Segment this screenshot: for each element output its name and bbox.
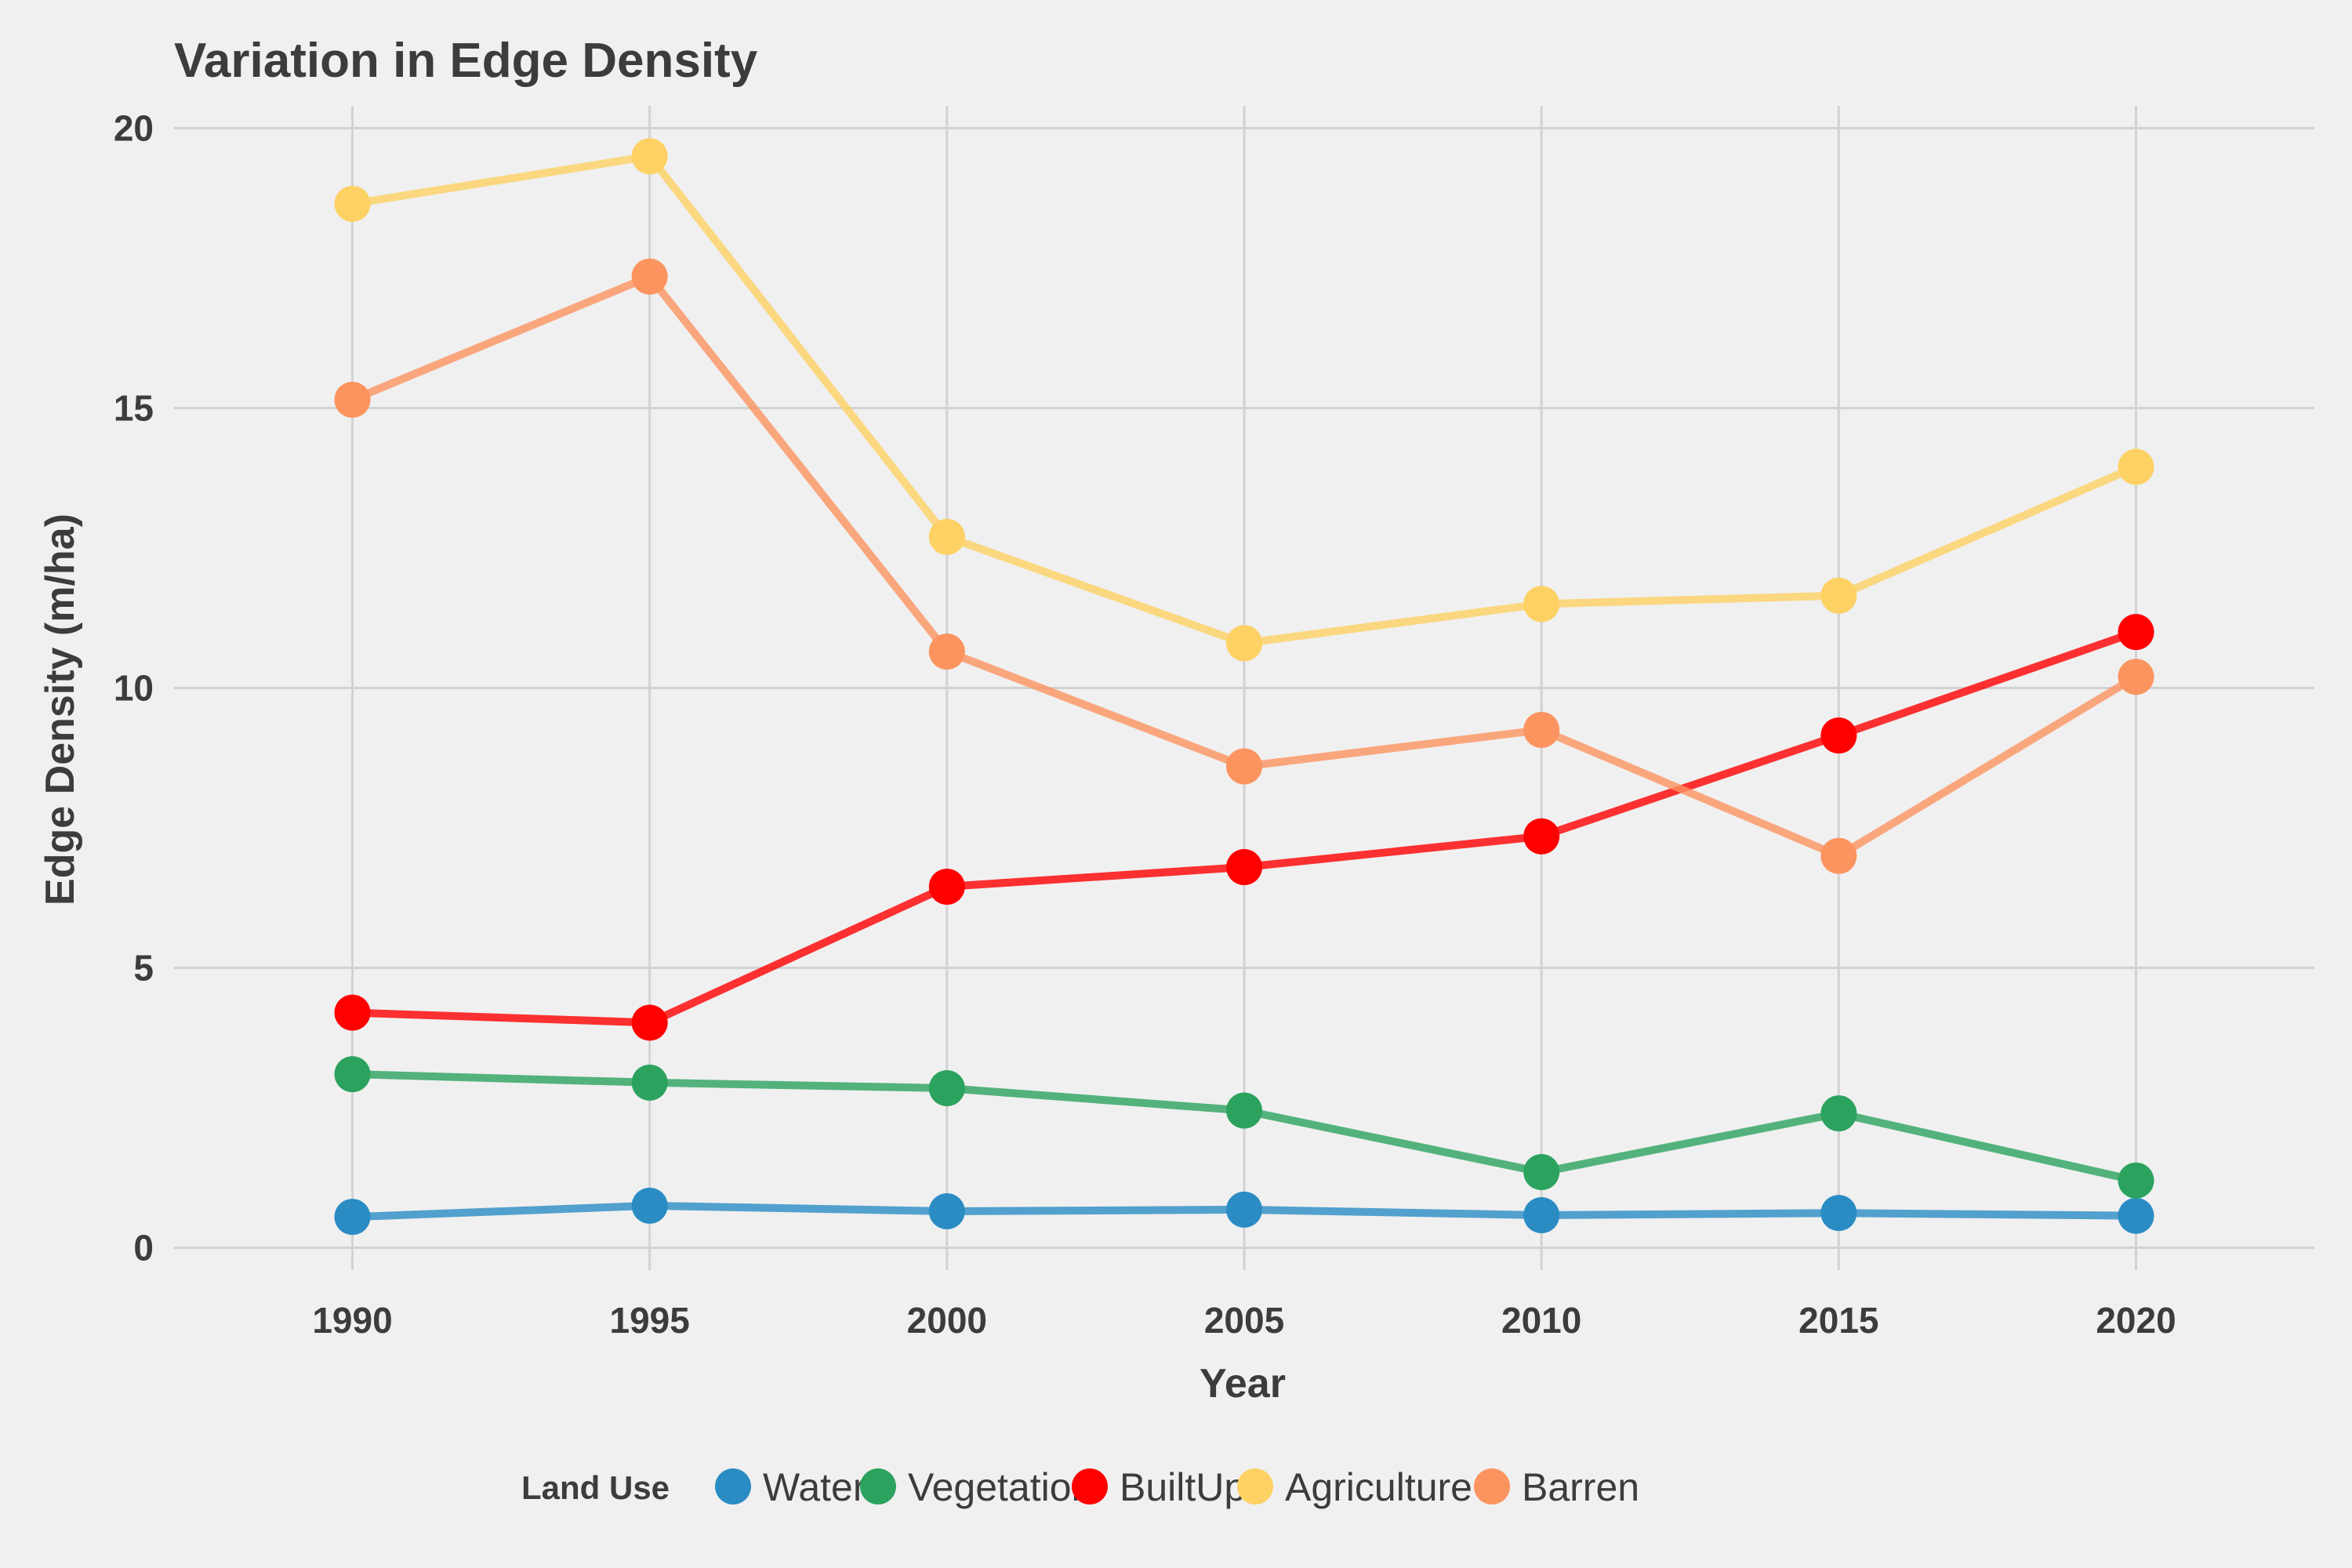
data-point-barren: [1820, 837, 1857, 874]
data-point-agriculture: [631, 138, 668, 175]
data-point-water: [1820, 1195, 1857, 1232]
legend-label-barren: Barren: [1522, 1465, 1639, 1509]
legend-marker-builtup: [1072, 1468, 1108, 1504]
series-points: [334, 138, 2154, 1236]
data-point-barren: [1226, 748, 1262, 785]
x-tick-label: 2020: [2096, 1300, 2176, 1341]
data-point-vegetation: [334, 1056, 371, 1093]
x-tick-label: 2000: [907, 1300, 987, 1341]
x-tick-label: 2005: [1204, 1300, 1284, 1341]
data-point-barren: [928, 633, 965, 670]
y-tick-label: 10: [114, 668, 154, 709]
x-axis-tick-labels: 1990 1995 2000 2005 2010 2015 2020: [312, 1300, 2176, 1341]
data-point-barren: [2118, 659, 2154, 695]
data-point-agriculture: [334, 185, 371, 222]
data-point-barren: [631, 258, 668, 295]
data-point-water: [334, 1199, 371, 1236]
x-tick-label: 1990: [312, 1300, 392, 1341]
chart-title: Variation in Edge Density: [174, 34, 758, 88]
data-point-water: [1523, 1197, 1560, 1234]
legend-marker-vegetation: [860, 1468, 896, 1504]
data-point-vegetation: [1523, 1154, 1560, 1191]
legend-marker-agriculture: [1237, 1468, 1273, 1504]
data-point-builtup: [1523, 818, 1560, 855]
legend-label-builtup: BuiltUp: [1120, 1465, 1246, 1509]
data-point-builtup: [1226, 848, 1262, 885]
legend-title: Land Use: [521, 1469, 670, 1506]
legend-label-water: Water: [763, 1465, 866, 1509]
y-tick-label: 20: [114, 108, 154, 149]
legend-label-vegetation: Vegetation: [908, 1465, 1093, 1509]
data-point-water: [928, 1193, 965, 1230]
data-point-vegetation: [1820, 1095, 1857, 1132]
data-point-water: [2118, 1197, 2154, 1234]
data-point-water: [631, 1187, 668, 1224]
legend-label-agriculture: Agriculture: [1285, 1465, 1472, 1509]
data-point-vegetation: [928, 1069, 965, 1106]
data-point-barren: [1523, 712, 1560, 749]
legend: Land Use Water Vegetation BuiltUp Agricultu…: [521, 1465, 1639, 1509]
x-tick-label: 1995: [609, 1300, 689, 1341]
y-tick-label: 5: [133, 947, 154, 988]
data-point-builtup: [928, 868, 965, 905]
legend-marker-barren: [1474, 1468, 1510, 1504]
y-axis-tick-labels: 0 5 10 15 20: [114, 108, 154, 1269]
data-point-agriculture: [1226, 625, 1262, 662]
data-point-agriculture: [2118, 448, 2154, 485]
x-axis-title: Year: [1200, 1361, 1286, 1406]
data-point-barren: [334, 381, 371, 418]
y-tick-label: 0: [133, 1227, 154, 1268]
data-point-vegetation: [1226, 1092, 1262, 1129]
data-point-vegetation: [2118, 1162, 2154, 1199]
y-axis-title: Edge Density (m/ha): [38, 514, 83, 906]
data-point-agriculture: [1523, 586, 1560, 622]
data-point-builtup: [334, 994, 371, 1031]
data-point-builtup: [1820, 717, 1857, 754]
data-point-builtup: [631, 1004, 668, 1041]
x-tick-label: 2010: [1501, 1300, 1581, 1341]
data-point-vegetation: [631, 1064, 668, 1101]
y-tick-label: 15: [114, 388, 154, 429]
data-point-agriculture: [1820, 577, 1857, 614]
data-point-builtup: [2118, 614, 2154, 651]
gridlines: [174, 106, 2314, 1270]
legend-marker-water: [715, 1468, 751, 1504]
data-point-agriculture: [928, 518, 965, 555]
x-tick-label: 2015: [1798, 1300, 1878, 1341]
data-point-water: [1226, 1191, 1262, 1228]
